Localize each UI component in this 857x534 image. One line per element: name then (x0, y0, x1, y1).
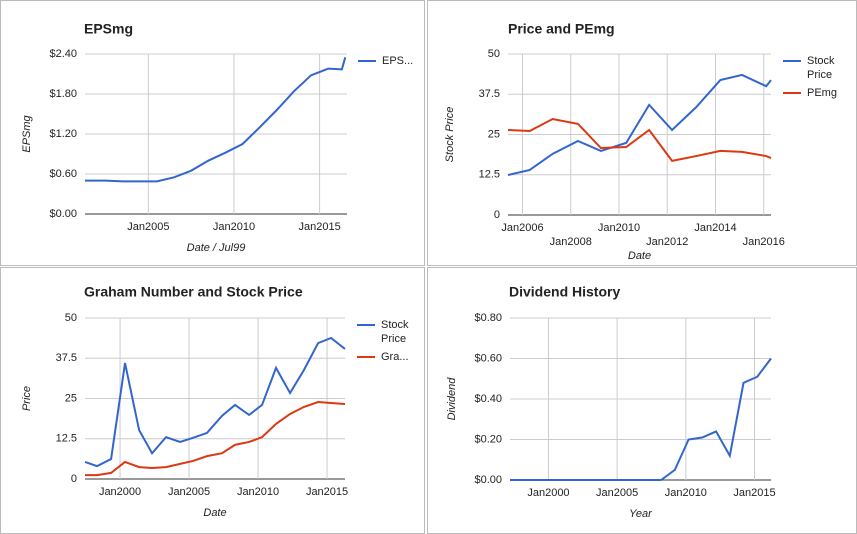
line-series (85, 401, 346, 477)
legend-label: EPS... (382, 55, 414, 67)
x-tick-label: Jan2005 (127, 221, 169, 233)
legend-entry: Stock Price (357, 318, 427, 346)
y-tick-label: 0 (71, 473, 77, 485)
legend-swatch (357, 324, 375, 326)
x-tick-label: Jan2010 (213, 221, 255, 233)
y-tick-label: 25 (65, 392, 77, 404)
legend-label: Gra... (381, 351, 409, 363)
line-series (507, 73, 772, 177)
x-axis-title: Year (629, 508, 653, 520)
legend-swatch (783, 60, 801, 62)
line-series (85, 57, 347, 183)
y-tick-label: $0.60 (49, 168, 77, 180)
y-tick-label: 50 (488, 48, 500, 60)
x-tick-label: Jan2010 (598, 222, 640, 234)
line-series (507, 117, 772, 163)
y-tick-label: $0.60 (474, 352, 502, 364)
legend: Stock Price Gra... (357, 318, 427, 368)
legend-entry: PEmg (783, 86, 853, 100)
x-tick-label: Jan2015 (733, 487, 775, 499)
x-axis-title: Date / Jul99 (187, 242, 246, 254)
x-tick-label: Jan2010 (237, 486, 279, 498)
x-tick-label: Jan2010 (665, 487, 707, 499)
y-tick-label: 37.5 (479, 88, 500, 100)
x-tick-label: Jan2000 (527, 487, 569, 499)
legend-swatch (783, 92, 801, 94)
chart-title: Graham Number and Stock Price (84, 284, 303, 300)
legend-entry: EPS... (358, 54, 428, 68)
y-tick-label: 12.5 (56, 433, 77, 445)
x-tick-label: Jan2006 (501, 222, 543, 234)
x-tick-label: Jan2016 (743, 236, 785, 248)
y-tick-label: $0.40 (474, 393, 502, 405)
legend-swatch (358, 60, 376, 62)
y-axis-title: Stock Price (444, 107, 456, 163)
legend-label: PEmg (807, 87, 837, 99)
chart-title: Dividend History (509, 284, 620, 300)
y-tick-label: $1.20 (49, 128, 77, 140)
x-tick-label: Jan2005 (168, 486, 210, 498)
y-tick-label: $1.80 (49, 88, 77, 100)
y-tick-label: $2.40 (49, 48, 77, 60)
x-tick-label: Jan2008 (550, 236, 592, 248)
legend-entry: Gra... (357, 350, 427, 364)
x-axis-title: Date (628, 250, 651, 262)
legend-swatch (357, 356, 375, 358)
chart-title: Price and PEmg (508, 21, 615, 37)
x-tick-label: Jan2014 (694, 222, 736, 234)
x-tick-label: Jan2012 (646, 236, 688, 248)
x-axis-title: Date (203, 507, 226, 519)
legend: EPS... (358, 54, 428, 72)
y-axis-title: Price (21, 386, 33, 411)
y-tick-label: 12.5 (479, 169, 500, 181)
y-axis-title: EPSmg (21, 114, 33, 152)
line-series (84, 336, 346, 468)
legend-label: Stock Price (807, 55, 835, 81)
y-axis-title: Dividend (446, 377, 458, 421)
x-tick-label: Jan2000 (99, 486, 141, 498)
legend: Stock Price PEmg (783, 54, 853, 104)
y-tick-label: $0.00 (49, 208, 77, 220)
y-tick-label: 25 (488, 128, 500, 140)
y-tick-label: 50 (65, 312, 77, 324)
y-tick-label: 37.5 (56, 352, 77, 364)
x-tick-label: Jan2015 (298, 221, 340, 233)
y-tick-label: $0.20 (474, 433, 502, 445)
legend-entry: Stock Price (783, 54, 853, 82)
y-tick-label: $0.80 (474, 312, 502, 324)
legend-label: Stock Price (381, 319, 409, 345)
chart-title: EPSmg (84, 21, 133, 37)
y-tick-label: 0 (494, 209, 500, 221)
x-tick-label: Jan2015 (306, 486, 348, 498)
x-tick-label: Jan2005 (596, 487, 638, 499)
panel (0, 0, 425, 266)
line-series (510, 357, 772, 481)
y-tick-label: $0.00 (474, 474, 502, 486)
